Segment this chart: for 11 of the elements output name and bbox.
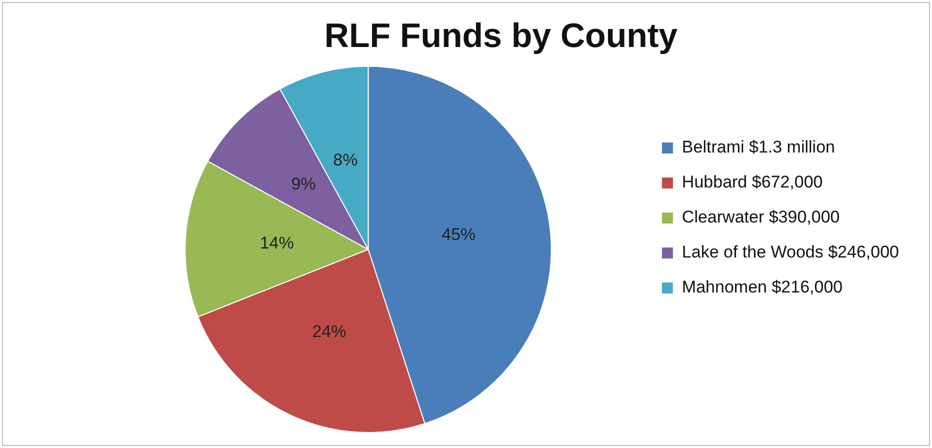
data-label: 14%	[260, 233, 294, 252]
legend-label: Beltrami $1.3 million	[682, 138, 835, 157]
legend-label: Clearwater $390,000	[682, 208, 840, 227]
data-label: 24%	[312, 322, 346, 341]
data-label: 9%	[291, 174, 316, 194]
legend-label: Lake of the Woods $246,000	[682, 242, 900, 262]
data-label: 45%	[442, 224, 476, 244]
data-label: 8%	[333, 150, 358, 170]
legend-label: Hubbard $672,000	[682, 172, 823, 192]
legend-label: Mahnomen $216,000	[682, 278, 843, 297]
chart-title: RLF Funds by County	[324, 16, 678, 55]
